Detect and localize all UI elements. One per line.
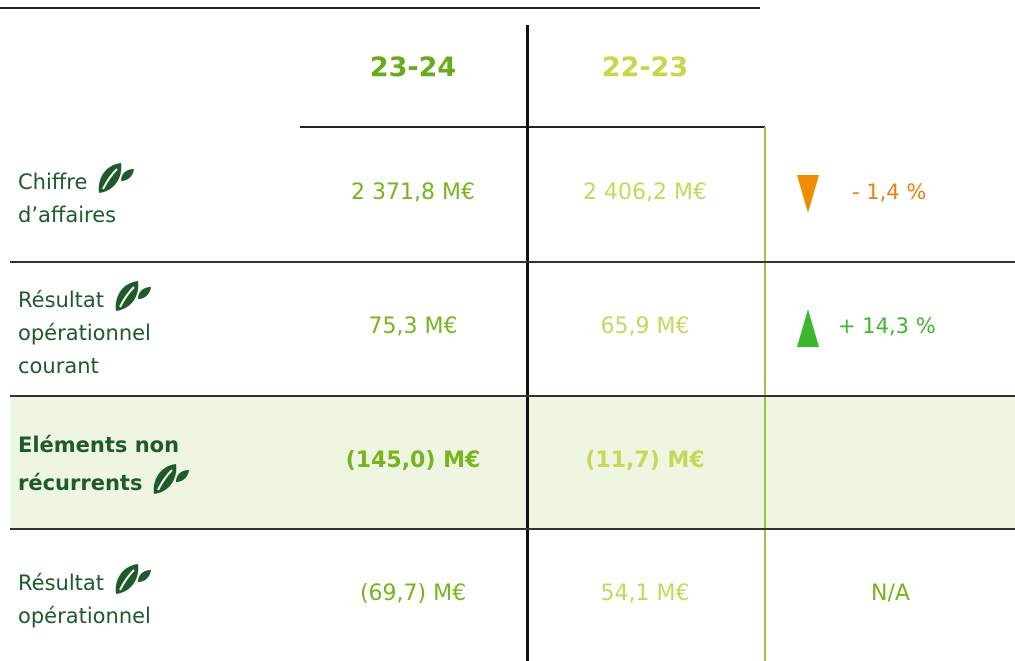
label-line: opérationnel [18,600,152,633]
leaf-icon [99,162,135,193]
current-value: 75,3 M€ [368,314,458,339]
trend-arrow [797,309,819,351]
label-line: Chiffre [18,161,135,199]
label-line: récurrents [18,462,190,500]
column-header: 22-23 [601,52,689,83]
label-line: opérationnel [18,317,152,350]
previous-value: 54,1 M€ [600,580,690,606]
change-value: + 14,3 % [838,314,936,338]
label-line: courant [18,350,152,383]
row-rule [10,261,1015,263]
label-text: récurrents [18,470,143,495]
label-line: d’affaires [18,199,135,232]
label-line: Résultat [18,562,152,600]
label-text: opérationnel [18,320,151,345]
trend-arrow [797,174,819,217]
label-text: Chiffre [18,169,88,194]
header-rule [300,126,765,128]
current-value: (69,7) M€ [359,580,467,606]
label-line: Résultat [18,279,152,317]
previous-value: (11,7) M€ [585,447,705,473]
label-text: opérationnel [18,603,151,628]
label-text: Résultat [18,287,104,312]
label-line: Eléments non [18,429,190,462]
column-divider [764,127,766,661]
trend-triangle [797,174,819,213]
row-label: Résultat opérationnel [18,562,152,633]
row-label: Résultat opérationnel courant [18,279,152,383]
previous-value: 65,9 M€ [600,314,690,339]
current-value: (145,0) M€ [345,447,481,473]
column-divider [526,25,529,661]
column-header: 23-24 [369,52,457,83]
row-rule [10,528,1015,530]
label-text: Eléments non [18,432,180,457]
change-value: N/A [871,580,910,606]
change-value: - 1,4 % [852,179,927,204]
leaf-icon [115,280,151,311]
row-rule [10,395,1015,397]
row-label: Eléments non récurrents [18,429,190,500]
leaf-icon [115,563,151,594]
label-text: d’affaires [18,202,117,227]
current-value: 2 371,8 M€ [351,179,475,205]
leaf-icon [154,463,190,494]
row-label: Chiffre d’affaires [18,161,135,232]
top-rule [0,7,760,9]
label-text: courant [18,353,99,378]
previous-value: 2 406,2 M€ [583,179,707,205]
label-text: Résultat [18,570,104,595]
trend-triangle [797,309,819,347]
